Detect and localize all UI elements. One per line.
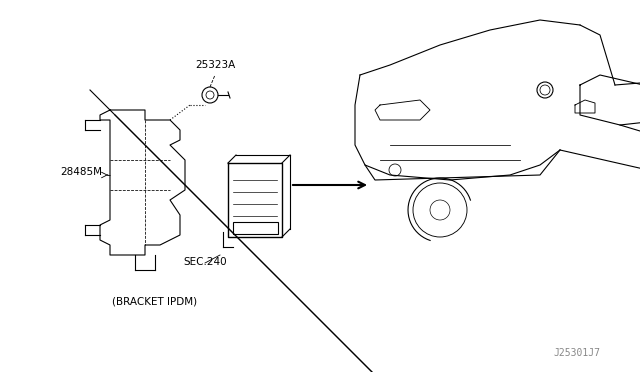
- Text: SEC.240: SEC.240: [183, 257, 227, 267]
- Text: 25323A: 25323A: [195, 60, 235, 70]
- Text: 28485M: 28485M: [60, 167, 102, 177]
- Text: J25301J7: J25301J7: [553, 348, 600, 358]
- Text: (BRACKET IPDM): (BRACKET IPDM): [113, 297, 198, 307]
